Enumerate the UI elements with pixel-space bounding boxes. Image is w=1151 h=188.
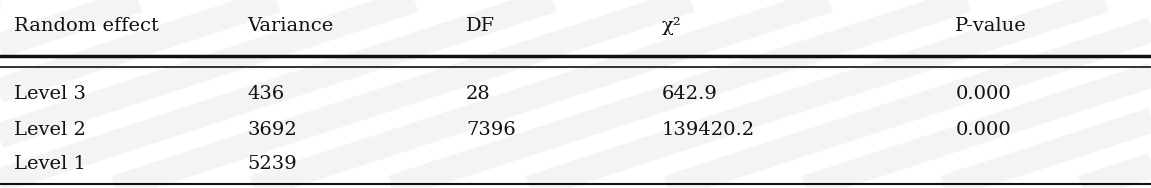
Text: χ²: χ² <box>662 17 681 35</box>
Text: Level 2: Level 2 <box>14 121 85 139</box>
Text: 28: 28 <box>466 85 491 103</box>
Text: Random effect: Random effect <box>14 17 159 35</box>
Text: Variance: Variance <box>247 17 334 35</box>
Text: 0.000: 0.000 <box>955 85 1011 103</box>
Text: 642.9: 642.9 <box>662 85 718 103</box>
Text: DF: DF <box>466 17 495 35</box>
Text: 3692: 3692 <box>247 121 297 139</box>
Text: 0.000: 0.000 <box>955 121 1011 139</box>
Text: 5239: 5239 <box>247 155 297 173</box>
Text: P-value: P-value <box>955 17 1027 35</box>
Text: Level 3: Level 3 <box>14 85 86 103</box>
Text: 436: 436 <box>247 85 284 103</box>
Text: 7396: 7396 <box>466 121 516 139</box>
Text: 139420.2: 139420.2 <box>662 121 755 139</box>
Text: Level 1: Level 1 <box>14 155 85 173</box>
